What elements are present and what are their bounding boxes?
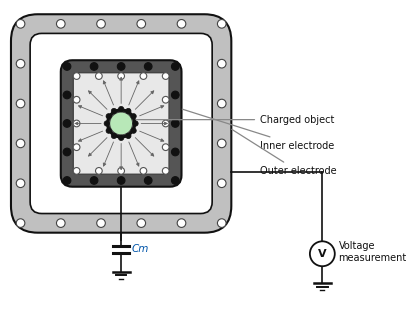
Circle shape [73,120,80,127]
Circle shape [171,177,179,184]
FancyBboxPatch shape [30,33,212,214]
Circle shape [16,179,25,187]
FancyBboxPatch shape [11,14,231,233]
Circle shape [106,114,111,119]
Circle shape [56,19,65,28]
Circle shape [177,219,186,227]
Circle shape [111,108,117,114]
Circle shape [171,91,179,99]
Text: V: V [318,249,327,259]
Circle shape [126,133,131,138]
Circle shape [171,120,179,127]
Circle shape [126,108,131,114]
Circle shape [73,144,80,150]
Circle shape [63,177,71,184]
Circle shape [163,73,169,79]
Circle shape [118,73,124,79]
Circle shape [218,19,226,28]
Circle shape [106,128,111,133]
Circle shape [63,91,71,99]
Circle shape [95,168,102,174]
Circle shape [218,179,226,187]
Circle shape [140,73,147,79]
Circle shape [110,112,133,135]
Text: Inner electrode: Inner electrode [182,109,334,150]
Text: Voltage
measurement: Voltage measurement [339,241,407,263]
FancyBboxPatch shape [73,73,169,174]
Circle shape [16,99,25,108]
Circle shape [95,73,102,79]
Circle shape [218,139,226,148]
Circle shape [144,62,152,70]
Text: Charged object: Charged object [136,115,334,125]
Circle shape [118,135,124,141]
Circle shape [104,121,110,126]
Circle shape [111,133,117,138]
Circle shape [117,177,125,184]
Circle shape [16,219,25,227]
Circle shape [97,219,105,227]
Circle shape [118,168,124,174]
Circle shape [16,139,25,148]
Circle shape [117,62,125,70]
Circle shape [73,96,80,103]
Circle shape [131,114,136,119]
Text: Outer electrode: Outer electrode [232,129,337,176]
Circle shape [218,99,226,108]
Circle shape [171,148,179,156]
Circle shape [137,219,146,227]
Circle shape [73,73,80,79]
Circle shape [144,177,152,184]
Circle shape [63,148,71,156]
Circle shape [140,168,147,174]
Circle shape [107,109,136,138]
Circle shape [97,19,105,28]
Circle shape [218,219,226,227]
Circle shape [137,19,146,28]
Text: Cm: Cm [132,245,149,254]
Circle shape [131,128,136,133]
Circle shape [163,96,169,103]
Circle shape [63,120,71,127]
Circle shape [310,241,335,266]
Circle shape [90,177,98,184]
Circle shape [163,120,169,127]
Circle shape [171,62,179,70]
Circle shape [56,219,65,227]
Circle shape [63,62,71,70]
FancyBboxPatch shape [61,60,181,187]
Circle shape [118,106,124,112]
Circle shape [163,144,169,150]
Circle shape [133,121,138,126]
Circle shape [218,59,226,68]
Circle shape [90,62,98,70]
Circle shape [163,168,169,174]
Circle shape [16,19,25,28]
Circle shape [73,168,80,174]
Circle shape [16,59,25,68]
Circle shape [177,19,186,28]
